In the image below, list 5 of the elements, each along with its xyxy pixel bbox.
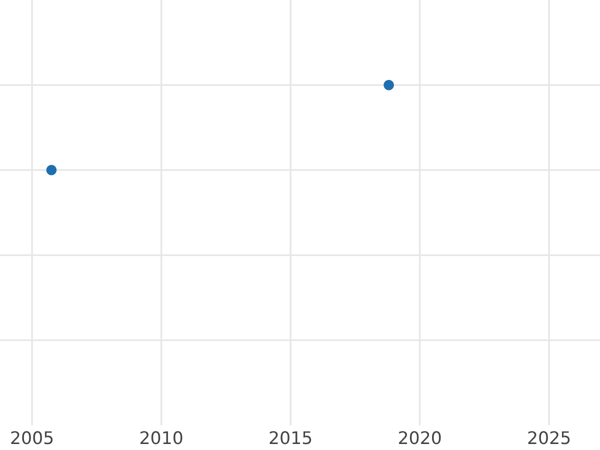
x-tick-label: 2005	[11, 431, 53, 444]
x-tick-label: 2015	[270, 431, 312, 444]
x-tick-label: 2025	[528, 431, 570, 444]
x-tick-label: 2020	[399, 431, 441, 444]
x-tick-label: 2010	[140, 431, 182, 444]
